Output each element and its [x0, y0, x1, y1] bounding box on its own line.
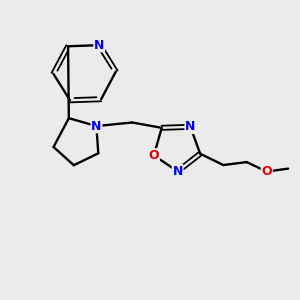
- Text: N: N: [91, 120, 102, 133]
- Text: O: O: [261, 165, 272, 178]
- Text: N: N: [172, 165, 183, 178]
- Text: N: N: [185, 120, 196, 133]
- Text: O: O: [148, 149, 159, 162]
- Text: N: N: [94, 39, 104, 52]
